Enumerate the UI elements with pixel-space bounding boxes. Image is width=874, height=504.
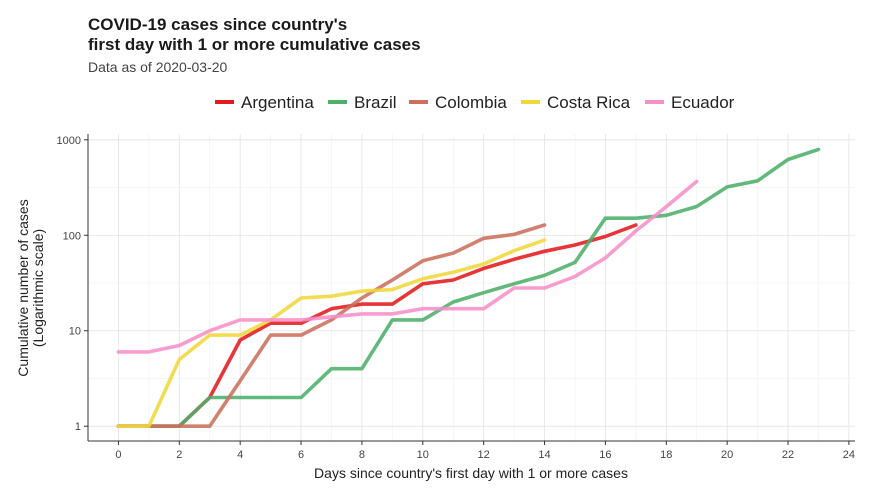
y-tick-label: 100 bbox=[63, 230, 81, 242]
legend-label-argentina: Argentina bbox=[241, 93, 314, 112]
grid bbox=[88, 134, 855, 441]
x-tick-label: 14 bbox=[538, 449, 550, 461]
series-line-brazil bbox=[116, 147, 821, 429]
chart-subtitle: Data as of 2020-03-20 bbox=[88, 59, 228, 75]
x-axis-label: Days since country's first day with 1 or… bbox=[314, 465, 628, 481]
x-tick-label: 6 bbox=[298, 449, 304, 461]
x-tick-label: 18 bbox=[660, 449, 672, 461]
chart-title-line-2: first day with 1 or more cumulative case… bbox=[88, 35, 421, 54]
legend-label-costa-rica: Costa Rica bbox=[547, 93, 631, 112]
series-line-argentina bbox=[116, 223, 638, 429]
x-tick-label: 22 bbox=[782, 449, 794, 461]
series-line-costa-rica bbox=[116, 238, 547, 429]
x-tick-label: 20 bbox=[721, 449, 733, 461]
y-axis-label-line-2: (Logarithmic scale) bbox=[30, 229, 46, 347]
x-tick-label: 24 bbox=[843, 449, 855, 461]
legend-label-brazil: Brazil bbox=[354, 93, 397, 112]
legend: Argentina Brazil Colombia Costa Rica Ecuador bbox=[215, 93, 735, 112]
chart-title-line-1: COVID-19 cases since country's bbox=[88, 15, 347, 34]
legend-label-colombia: Colombia bbox=[435, 93, 507, 112]
x-tick-label: 8 bbox=[359, 449, 365, 461]
series-line-colombia bbox=[116, 223, 547, 429]
y-tick-label: 1000 bbox=[57, 135, 81, 147]
x-tick-label: 12 bbox=[478, 449, 490, 461]
series-lines bbox=[116, 147, 821, 429]
series-line-ecuador bbox=[116, 179, 699, 354]
legend-label-ecuador: Ecuador bbox=[671, 93, 735, 112]
x-tick-label: 16 bbox=[599, 449, 611, 461]
x-tick-label: 4 bbox=[237, 449, 243, 461]
x-tick-label: 10 bbox=[417, 449, 429, 461]
x-tick-label: 0 bbox=[115, 449, 121, 461]
y-axis-label-line-1: Cumulative number of cases bbox=[15, 199, 31, 376]
y-tick-label: 1 bbox=[75, 421, 81, 433]
y-tick-label: 10 bbox=[69, 326, 81, 338]
x-tick-label: 2 bbox=[176, 449, 182, 461]
